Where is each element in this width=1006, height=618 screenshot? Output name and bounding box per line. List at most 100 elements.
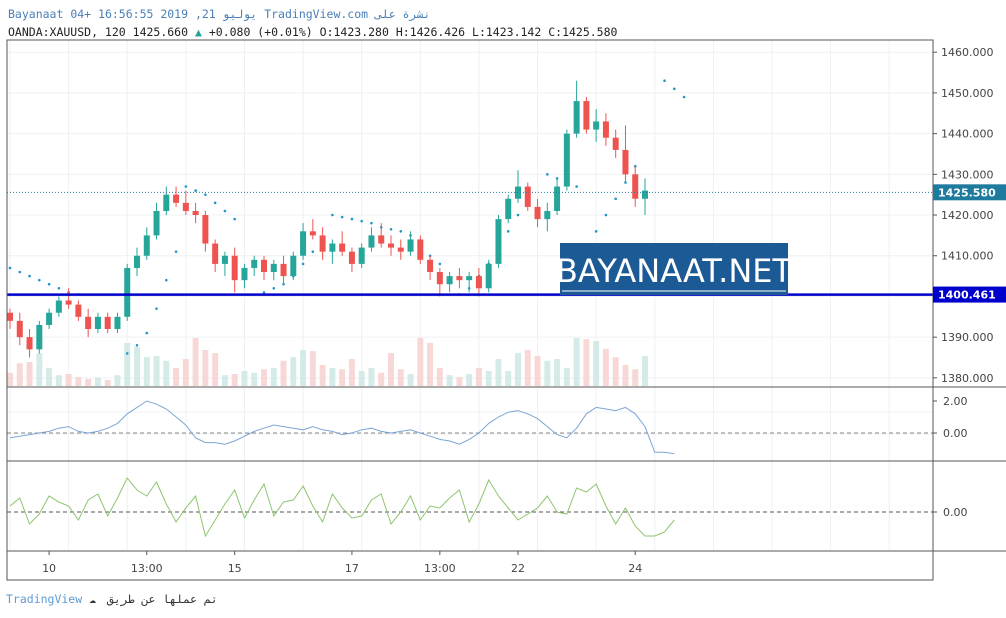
- volume-bar: [446, 375, 453, 386]
- volume-bar: [583, 339, 590, 386]
- sar-dot: [155, 307, 158, 310]
- candle-body: [221, 255, 228, 264]
- volume-bar: [602, 348, 609, 386]
- current-price-tag: [933, 184, 1006, 201]
- sar-dot: [8, 266, 12, 270]
- volume-bar: [231, 374, 238, 386]
- volume-bar: [397, 369, 404, 386]
- candle-body: [270, 263, 277, 273]
- candle-body: [251, 259, 258, 268]
- candle-body: [407, 239, 414, 252]
- sar-dot: [594, 230, 598, 233]
- volume-bar: [475, 368, 482, 386]
- volume-bar: [251, 372, 258, 386]
- symbol-label[interactable]: OANDA:XAUUSD, 120: [8, 25, 126, 39]
- volume-bar: [261, 369, 267, 386]
- time-tick-label: 22: [511, 562, 525, 575]
- candle-body: [397, 247, 404, 252]
- tradingview-logo-text: TradingView: [6, 592, 83, 606]
- volume-bar: [202, 350, 209, 386]
- candle-body: [534, 206, 541, 220]
- volume-bar: [270, 368, 277, 386]
- sar-dot: [194, 189, 197, 192]
- open-label: O:: [319, 25, 334, 39]
- candle-body: [505, 198, 512, 220]
- change-value: +0.080 (+0.01%): [208, 25, 313, 39]
- candle-body: [612, 137, 619, 150]
- high-label: H:: [395, 25, 410, 39]
- volume-bar: [612, 357, 619, 386]
- candle-body: [202, 215, 209, 244]
- support-price-tag-label: 1400.461: [938, 289, 996, 302]
- support-price-tag: [933, 286, 1006, 303]
- price-tick-label: 1410.000: [941, 250, 994, 263]
- volume-bar: [515, 353, 521, 386]
- candle-body: [16, 320, 23, 338]
- candle-body: [348, 251, 355, 264]
- candle-body: [36, 324, 43, 350]
- volume-bars: [7, 338, 648, 386]
- candle-body: [300, 231, 307, 256]
- osc2-line: [9, 477, 675, 538]
- open-value: 1423.280: [333, 25, 389, 39]
- volume-bar: [593, 341, 600, 386]
- volume-bar: [300, 350, 307, 386]
- candle-body: [261, 259, 267, 273]
- volume-bar: [427, 342, 434, 386]
- volume-bar: [554, 359, 561, 386]
- volume-bar: [192, 338, 199, 386]
- volume-bar: [642, 356, 648, 386]
- candle-body: [104, 316, 111, 330]
- volume-bar: [221, 375, 228, 386]
- sar-dot: [350, 217, 354, 221]
- sar-dot: [38, 278, 41, 282]
- volume-bar: [407, 374, 414, 386]
- volume-bar: [290, 357, 297, 386]
- sar-dot: [174, 250, 178, 253]
- volume-bar: [505, 371, 512, 386]
- low-label: L:: [472, 25, 486, 39]
- cloud-icon: ☁: [89, 592, 97, 606]
- candle-body: [485, 263, 492, 289]
- volume-bar: [417, 338, 424, 386]
- candle-body: [427, 259, 434, 273]
- candle-body: [114, 316, 121, 330]
- candle-body: [7, 312, 13, 321]
- sar-dot: [28, 274, 31, 278]
- volume-bar: [36, 353, 43, 386]
- candle-body: [417, 239, 424, 260]
- sar-dot: [145, 331, 149, 335]
- volume-bar: [348, 359, 355, 386]
- sar-dot: [184, 185, 188, 188]
- watermark-box: [560, 243, 788, 295]
- volume-bar: [378, 372, 385, 386]
- sar-dot: [389, 227, 393, 231]
- made-with-text: تم عملها عن طريق: [106, 592, 218, 606]
- candlesticks: [7, 80, 648, 358]
- sar-dot: [272, 287, 276, 290]
- candle-body: [55, 300, 62, 313]
- candle-body: [94, 316, 101, 330]
- price-tick-label: 1430.000: [941, 168, 994, 181]
- candle-body: [602, 121, 609, 138]
- volume-bar: [280, 360, 287, 386]
- candle-body: [632, 174, 639, 199]
- candle-body: [642, 190, 648, 199]
- sar-dot: [125, 352, 129, 355]
- candle-body: [446, 276, 453, 285]
- sar-dot: [18, 270, 22, 274]
- sar-dot: [165, 278, 168, 282]
- sar-dot: [516, 213, 520, 217]
- candle-body: [124, 267, 131, 317]
- high-value: 1426.426: [409, 25, 466, 39]
- footer-attribution[interactable]: TradingView ☁ تم عملها عن طريق: [6, 592, 218, 606]
- sar-dot: [223, 209, 227, 213]
- source-label: Bayanaat: [8, 7, 64, 21]
- price-tick-label: 1440.000: [941, 128, 994, 141]
- last-price: 1425.660: [132, 25, 189, 39]
- volume-bar: [114, 375, 121, 386]
- candle-body: [65, 300, 72, 305]
- volume-bar: [182, 359, 189, 386]
- volume-bar: [16, 363, 23, 386]
